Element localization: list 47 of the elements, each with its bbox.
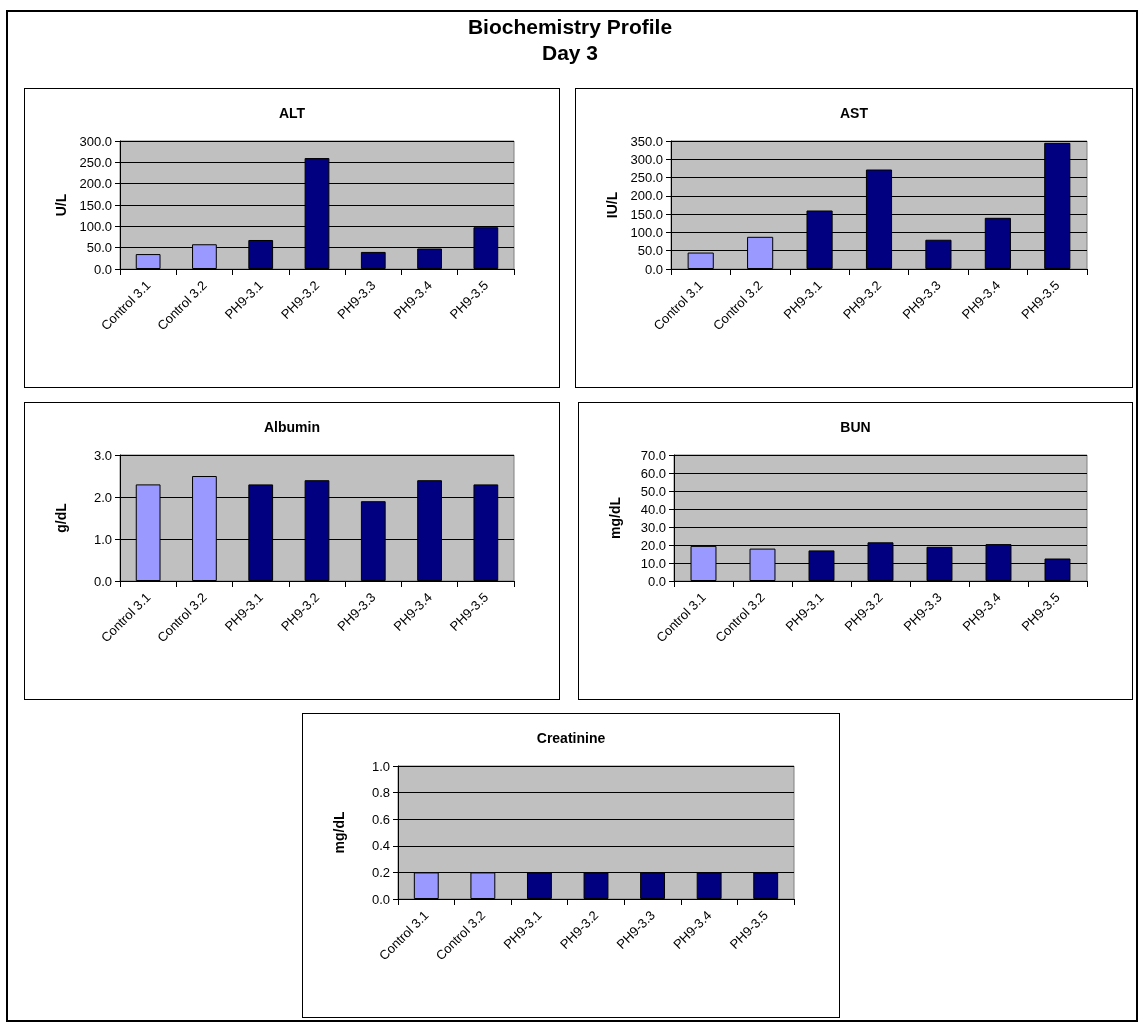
y-tick-label: 0.2 xyxy=(371,864,390,880)
y-tick-label: 50.0 xyxy=(86,240,112,256)
chart-title: Creatinine xyxy=(536,730,606,746)
y-tick-label: 0.0 xyxy=(647,573,666,589)
y-tick-label: 250.0 xyxy=(79,154,112,170)
y-tick-label: 0.0 xyxy=(371,891,390,907)
y-tick-label: 10.0 xyxy=(640,555,666,571)
y-tick-label: 100.0 xyxy=(79,218,112,234)
y-tick-label: 100.0 xyxy=(630,224,663,240)
y-axis-title: mg/dL xyxy=(607,496,623,539)
y-tick-label: 40.0 xyxy=(640,501,666,517)
y-tick-label: 3.0 xyxy=(93,447,112,463)
chart-title: ALT xyxy=(278,105,306,121)
y-tick-label: 150.0 xyxy=(630,206,663,222)
y-tick-label: 0.6 xyxy=(371,811,390,827)
y-tick-label: 60.0 xyxy=(640,465,666,481)
y-tick-label: 1.0 xyxy=(371,758,390,774)
y-tick-label: 2.0 xyxy=(93,489,112,505)
y-tick-label: 1.0 xyxy=(93,531,112,547)
y-tick-label: 30.0 xyxy=(640,519,666,535)
y-tick-label: 0.0 xyxy=(644,261,663,277)
bar xyxy=(360,251,386,269)
chart-title: AST xyxy=(840,105,869,121)
y-tick-label: 150.0 xyxy=(79,197,112,213)
y-tick-label: 50.0 xyxy=(637,243,663,259)
y-axis-title: mg/dL xyxy=(331,811,347,854)
text: Day 3 xyxy=(540,40,599,66)
y-tick-label: 0.0 xyxy=(93,573,112,589)
y-axis-title: g/dL xyxy=(53,502,69,533)
y-tick-label: 300.0 xyxy=(630,151,663,167)
y-axis-title: U/L xyxy=(53,193,69,217)
y-tick-label: 200.0 xyxy=(630,188,663,204)
y-tick-label: 350.0 xyxy=(630,133,663,149)
y-tick-label: 0.0 xyxy=(93,261,112,277)
y-tick-label: 250.0 xyxy=(630,170,663,186)
y-tick-label: 70.0 xyxy=(640,447,666,463)
y-tick-label: 0.4 xyxy=(371,838,390,854)
chart-title: BUN xyxy=(840,419,871,435)
text: Biochemistry Profile xyxy=(466,14,674,40)
y-tick-label: 0.8 xyxy=(371,785,390,801)
y-tick-label: 20.0 xyxy=(640,537,666,553)
chart-title: Albumin xyxy=(264,419,320,435)
y-tick-label: 50.0 xyxy=(640,483,666,499)
y-tick-label: 200.0 xyxy=(79,176,112,192)
y-tick-label: 300.0 xyxy=(79,133,112,149)
bar xyxy=(135,254,161,269)
y-axis-title: IU/L xyxy=(604,191,620,219)
